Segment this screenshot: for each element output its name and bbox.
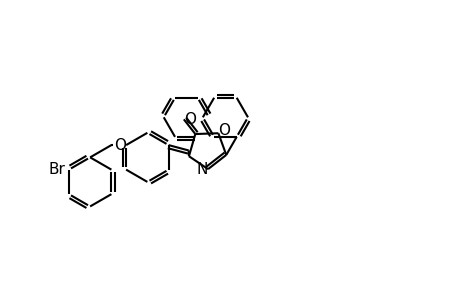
Text: Br: Br bbox=[48, 162, 65, 177]
Text: N: N bbox=[196, 162, 207, 177]
Text: O: O bbox=[218, 123, 230, 138]
Text: O: O bbox=[183, 112, 195, 127]
Text: O: O bbox=[113, 138, 125, 153]
